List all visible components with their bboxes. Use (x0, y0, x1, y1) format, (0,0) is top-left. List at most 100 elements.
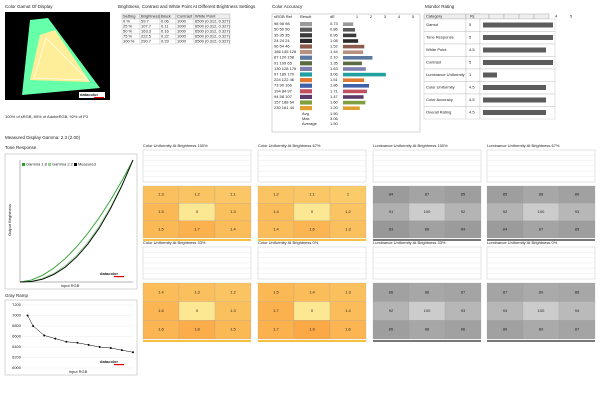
de-value: 1.44 (330, 49, 339, 54)
ref: 91 109 65 (274, 60, 293, 65)
y-tick-label: 7000 (12, 313, 22, 318)
de-bar (343, 95, 364, 99)
de-value: 0.86 (330, 27, 339, 32)
cell-value: 93 (461, 308, 466, 313)
de-value: 1.51 (330, 77, 339, 82)
ref: 224 122 46 (274, 77, 295, 82)
ref: 24 24 24 (274, 38, 290, 43)
category: Contrast (426, 60, 442, 65)
cell-value: 1.1 (309, 192, 315, 197)
swatch (300, 22, 312, 27)
header: dE (330, 14, 335, 19)
ref: 157 188 64 (274, 99, 295, 104)
summary-value: 1.50 (330, 121, 339, 126)
uniformity-cell (558, 320, 596, 340)
de-bar (343, 22, 354, 26)
ref: 130 128 176 (274, 66, 297, 71)
rating-bar (483, 72, 497, 78)
ref: 87 120 158 (274, 55, 295, 60)
de-value: 0.95 (330, 32, 339, 37)
cell-value: 87 (539, 226, 544, 231)
cell-value: 0 (311, 209, 314, 214)
rating-value: 1 (469, 72, 472, 77)
scale-bar (143, 239, 251, 241)
cell-value: 84 (389, 192, 394, 197)
logo-bar (94, 97, 104, 99)
rating-value: 4.5 (469, 47, 475, 52)
gamut-triangle (33, 37, 89, 81)
cell-text: 290.7 (141, 39, 152, 44)
scale-bar (373, 340, 481, 342)
header: sRGB Ref (274, 14, 293, 19)
gray-point (120, 349, 123, 352)
header: 4 (398, 14, 401, 19)
header: 5 (570, 14, 573, 19)
scale-bar (143, 340, 251, 342)
cell-text: 163.3 (141, 29, 152, 34)
uniformity-cell (214, 320, 252, 340)
header: Black (161, 14, 171, 19)
header: Contrast (177, 14, 193, 19)
cell-text: 1000 (177, 34, 187, 39)
header: Brightness (141, 14, 160, 19)
cell-text: 0.22 (161, 34, 170, 39)
cell-value: 100 (424, 308, 431, 313)
gray-point (98, 346, 101, 348)
cell-value: 1.3 (345, 226, 351, 231)
header-cell (473, 13, 490, 20)
cell-value: 91 (389, 209, 394, 214)
category: Gamut (426, 22, 439, 27)
cell-value: 84 (503, 226, 508, 231)
rating-bar (483, 97, 546, 103)
y-tick-label: 7200 (12, 302, 22, 307)
panel-title: Brightness, Contrast and White Point At … (118, 4, 256, 9)
legend-label: Gamma 2.2 (52, 162, 74, 167)
cell-value: 85 (503, 192, 508, 197)
cell-value: 86 (575, 192, 580, 197)
panel-title: Luminance Uniformity At Brightness 67% (487, 143, 560, 148)
category: Color Accuracy (426, 97, 453, 102)
gray-point (54, 337, 57, 340)
cell-value: 83 (389, 226, 394, 231)
ref: 230 161 44 (274, 105, 295, 110)
cell-text: 59.7 (141, 19, 150, 24)
scale-bar (487, 239, 595, 241)
gamut-shape (30, 30, 90, 82)
rating-value: 5 (469, 22, 472, 27)
cell-text: 75 % (123, 34, 133, 39)
de-bar (343, 50, 364, 54)
cell-text: 1000 (177, 29, 187, 34)
ref: 194 84 97 (274, 88, 293, 93)
cell-value: 86 (425, 226, 430, 231)
cell-value: 1.7 (273, 308, 279, 313)
rating-bar (483, 47, 546, 53)
header: 2 (370, 14, 373, 19)
summary-value: 3.06 (330, 116, 339, 121)
rating-value: 5 (469, 35, 472, 40)
swatch (300, 78, 312, 83)
swatch (300, 33, 312, 38)
panel-title: Color Gamut Of Display (5, 4, 53, 9)
uniformity-cell (329, 320, 367, 340)
category: Color Uniformity (426, 85, 455, 90)
cell-value: 1.4 (230, 226, 236, 231)
gray-point (87, 343, 90, 346)
cell-value: 1.4 (273, 226, 279, 231)
cell-value: 1.7 (273, 327, 279, 332)
summary-label: Max (302, 116, 310, 121)
logo: datacolor (100, 359, 118, 364)
y-tick-label: 6000 (12, 365, 22, 370)
panel-title: Tone Response (5, 145, 37, 150)
cell-text: 50 % (123, 29, 133, 34)
de-bar (343, 67, 366, 71)
de-value: 1.63 (330, 66, 339, 71)
de-bar (343, 84, 370, 88)
logo: datacolor (100, 271, 118, 276)
header-cell (518, 13, 535, 20)
cell-value: 89 (539, 327, 544, 332)
header: 4 (555, 14, 558, 19)
cell-value: 86 (461, 327, 466, 332)
swatch (300, 61, 312, 66)
swatch (300, 44, 312, 49)
legend-swatch (22, 163, 25, 166)
